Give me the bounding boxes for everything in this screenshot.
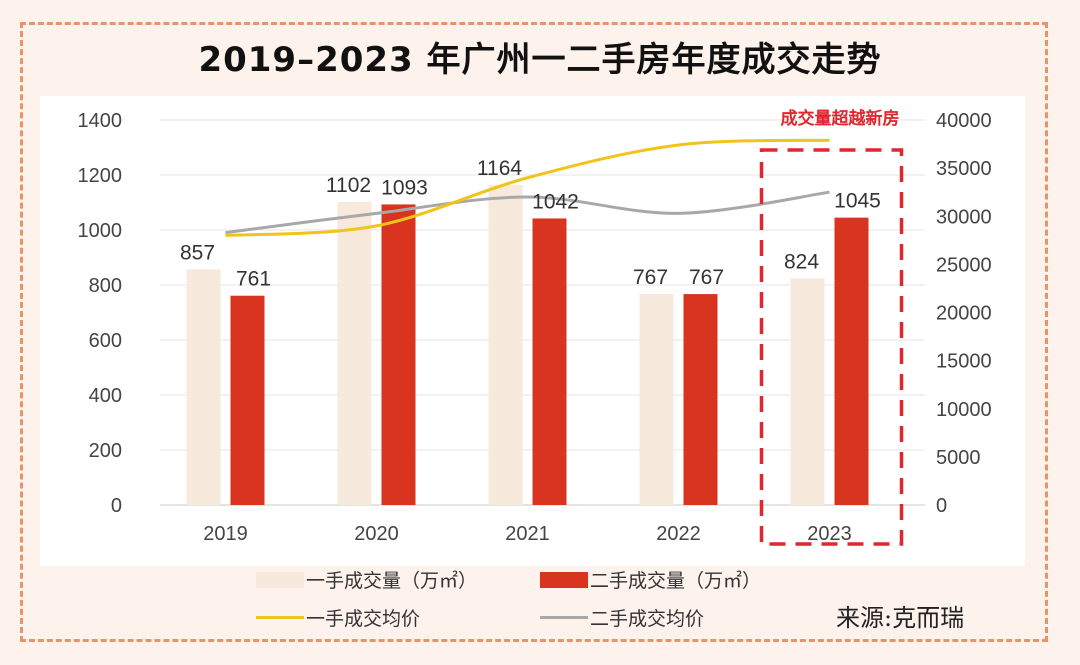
y-right-tick-label: 15000	[936, 351, 992, 373]
legend-item-second-volume: 二手成交量（万㎡）	[540, 566, 761, 593]
y-left-tick-label: 1000	[78, 220, 123, 242]
bar-second-volume	[683, 294, 718, 505]
y-right-tick-label: 40000	[936, 110, 992, 132]
bar-second-volume	[532, 218, 567, 505]
line-second-price	[225, 190, 830, 235]
source-note: 来源:克而瑞	[836, 604, 965, 632]
y-left-tick-label: 1200	[78, 165, 123, 187]
data-label-new-volume: 824	[784, 250, 819, 273]
highlight-box-2023	[759, 148, 904, 546]
data-label-second-volume: 1042	[532, 190, 579, 213]
bar-new-volume	[186, 269, 221, 505]
legend-swatch-new-price	[256, 616, 304, 619]
data-label-new-volume: 857	[180, 241, 215, 264]
data-label-new-volume: 1102	[326, 174, 371, 197]
data-label-new-volume: 767	[633, 266, 668, 289]
data-label-second-volume: 767	[689, 266, 724, 289]
legend-label-second-price: 二手成交均价	[590, 608, 705, 630]
bar-new-volume	[639, 294, 674, 505]
legend-item-new-price: 一手成交均价	[256, 604, 420, 631]
bar-new-volume	[337, 201, 372, 505]
x-tick-label: 2021	[505, 523, 550, 545]
legend-item-new-volume: 一手成交量（万㎡）	[256, 566, 477, 593]
legend-swatch-second-volume	[540, 571, 588, 588]
bar-second-volume	[834, 217, 869, 505]
y-left-tick-label: 400	[89, 385, 122, 407]
annotation-label: 成交量超越新房	[781, 108, 900, 129]
legend-label-second-volume: 二手成交量（万㎡）	[590, 570, 762, 592]
data-label-new-volume: 1164	[477, 157, 522, 180]
y-right-tick-label: 0	[936, 495, 947, 517]
x-tick-label: 2023	[807, 523, 852, 545]
x-tick-label: 2019	[203, 523, 248, 545]
data-label-second-volume: 1093	[381, 176, 428, 199]
y-left-tick-label: 200	[89, 440, 122, 462]
bar-new-volume	[488, 184, 523, 505]
y-right-tick-label: 5000	[936, 447, 981, 469]
x-tick-label: 2020	[354, 523, 399, 545]
x-tick-label: 2022	[656, 523, 701, 545]
legend-item-second-price: 二手成交均价	[540, 604, 704, 631]
chart-title: 2019–2023 年广州一二手房年度成交走势	[198, 40, 882, 80]
y-right-tick-label: 30000	[936, 206, 992, 228]
y-left-tick-label: 600	[89, 330, 122, 352]
bar-second-volume	[381, 204, 416, 506]
legend-swatch-second-price	[540, 616, 588, 619]
bar-second-volume	[230, 295, 265, 505]
data-label-second-volume: 761	[236, 268, 271, 291]
legend-label-new-volume: 一手成交量（万㎡）	[306, 570, 478, 592]
y-right-tick-label: 25000	[936, 254, 992, 276]
legend-swatch-new-volume	[256, 571, 304, 588]
line-new-price	[225, 138, 830, 237]
y-left-tick-label: 800	[89, 275, 122, 297]
y-right-tick-label: 35000	[936, 158, 992, 180]
y-right-tick-label: 10000	[936, 399, 992, 421]
data-label-second-volume: 1045	[834, 190, 881, 213]
y-right-tick-label: 20000	[936, 303, 992, 325]
bar-new-volume	[790, 278, 825, 505]
legend-label-new-price: 一手成交均价	[306, 608, 421, 630]
dashed-frame	[20, 22, 1048, 642]
y-left-tick-label: 1400	[78, 110, 123, 132]
y-left-tick-label: 0	[111, 495, 122, 517]
